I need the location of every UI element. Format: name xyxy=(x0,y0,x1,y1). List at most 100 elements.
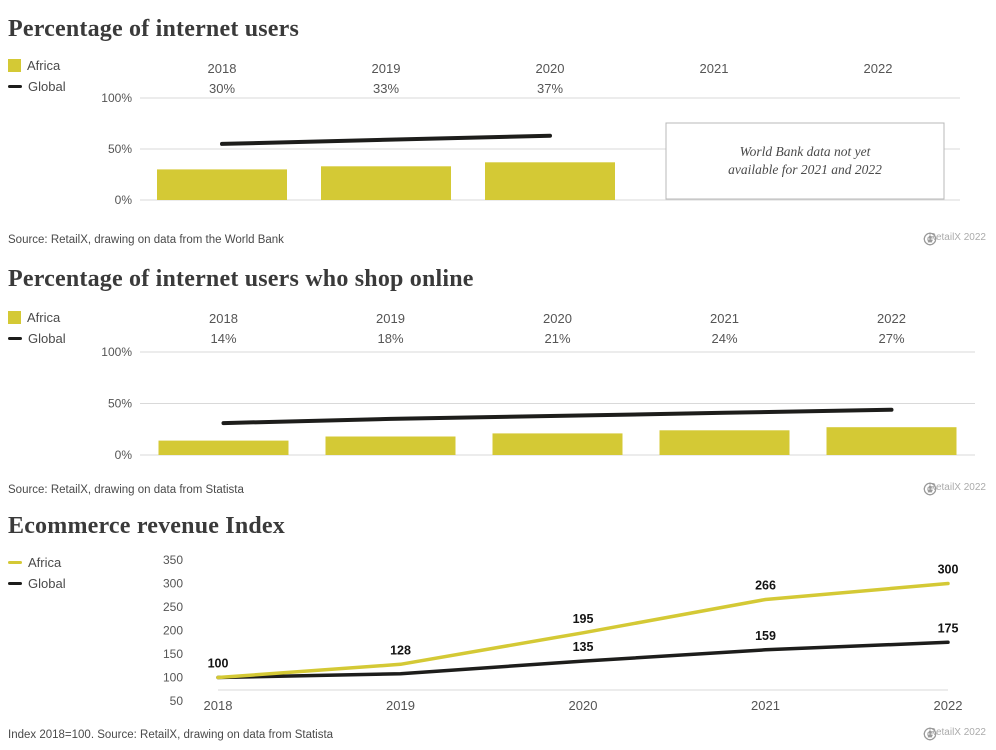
legend-label: Africa xyxy=(27,58,61,73)
year-label: 2019 xyxy=(376,311,405,326)
chart-title: Ecommerce revenue Index xyxy=(8,513,285,539)
annotation-text: World Bank data not yet xyxy=(740,144,872,159)
legend-swatch-africa xyxy=(8,560,22,565)
legend-swatch-africa xyxy=(8,59,21,72)
y-tick-label: 100% xyxy=(101,91,132,105)
x-tick-label: 2019 xyxy=(386,698,415,713)
legend-swatch-global xyxy=(8,336,22,341)
legend-label: Africa xyxy=(28,555,62,570)
point-label: 159 xyxy=(755,629,776,643)
year-label: 2020 xyxy=(536,61,565,76)
value-label: 27% xyxy=(878,331,904,346)
source-note: Source: RetailX, drawing on data from th… xyxy=(8,234,284,246)
x-tick-label: 2021 xyxy=(751,698,780,713)
license-label: RetailX 2022 xyxy=(928,727,986,738)
y-tick-label: 50% xyxy=(108,142,132,156)
source-note: Source: RetailX, drawing on data from St… xyxy=(8,484,244,496)
value-label: 18% xyxy=(377,331,403,346)
legend-label: Global xyxy=(28,576,66,591)
year-label: 2018 xyxy=(208,61,237,76)
license-badge: cc RetailX 2022 xyxy=(923,482,986,496)
point-label: 100 xyxy=(208,657,229,671)
value-label: 24% xyxy=(711,331,737,346)
section-shop-online: Percentage of internet users who shop on… xyxy=(0,258,996,505)
legend-item-africa: Africa xyxy=(8,310,66,325)
section-ecommerce-revenue-index: Ecommerce revenue Index Africa Global 50 1… xyxy=(0,505,996,750)
license-label: RetailX 2022 xyxy=(928,232,986,243)
legend-item-global: Global xyxy=(8,79,66,94)
y-tick-label: 50% xyxy=(108,397,132,411)
license-badge: cc RetailX 2022 xyxy=(923,232,986,246)
y-tick-label: 0% xyxy=(115,448,133,462)
y-tick-label: 0% xyxy=(115,193,133,207)
global-line xyxy=(216,640,950,680)
year-label: 2021 xyxy=(700,61,729,76)
y-tick-label: 300 xyxy=(163,577,183,591)
chart-title: Percentage of internet users who shop on… xyxy=(8,266,474,292)
africa-bar xyxy=(157,169,287,200)
chart-legend: Africa Global xyxy=(8,310,66,352)
legend-label: Africa xyxy=(27,310,61,325)
africa-bar xyxy=(485,162,615,200)
legend-item-africa: Africa xyxy=(8,555,66,570)
value-label: 30% xyxy=(209,81,235,96)
nd-icon xyxy=(923,482,936,496)
legend-swatch-global xyxy=(8,581,22,586)
source-note: Index 2018=100. Source: RetailX, drawing… xyxy=(8,729,334,741)
license-badge: cc RetailX 2022 xyxy=(923,727,986,741)
revenue-index-chart: 50 100 150 200 250 300 350 2018 2019 2020 2021 2022… xyxy=(163,553,963,713)
value-label: 21% xyxy=(544,331,570,346)
y-tick-label: 100% xyxy=(101,345,132,359)
year-label: 2018 xyxy=(209,311,238,326)
point-label: 195 xyxy=(573,612,594,626)
point-label: 175 xyxy=(938,621,959,635)
y-tick-label: 50 xyxy=(170,694,184,708)
legend-label: Global xyxy=(28,331,66,346)
point-label: 128 xyxy=(390,643,411,657)
africa-bar xyxy=(826,427,957,455)
legend-item-africa: Africa xyxy=(8,58,66,73)
year-label: 2020 xyxy=(543,311,572,326)
global-line xyxy=(220,133,552,146)
chart-legend: Africa Global xyxy=(8,555,66,597)
point-label: 300 xyxy=(938,563,959,577)
africa-bar xyxy=(321,166,451,200)
year-label: 2021 xyxy=(710,311,739,326)
year-label: 2019 xyxy=(372,61,401,76)
y-tick-label: 350 xyxy=(163,553,183,567)
nd-icon xyxy=(923,727,936,741)
africa-line xyxy=(216,581,950,680)
section-internet-users: Percentage of internet users Africa Globa… xyxy=(0,0,996,258)
y-tick-label: 150 xyxy=(163,647,183,661)
annotation-text: available for 2021 and 2022 xyxy=(728,162,882,177)
nd-icon xyxy=(923,232,936,246)
value-label: 14% xyxy=(210,331,236,346)
legend-swatch-global xyxy=(8,84,22,89)
point-label: 266 xyxy=(755,578,776,592)
x-tick-label: 2018 xyxy=(204,698,233,713)
africa-bar xyxy=(659,430,790,455)
point-label: 135 xyxy=(573,640,594,654)
x-tick-label: 2020 xyxy=(569,698,598,713)
legend-label: Global xyxy=(28,79,66,94)
global-line xyxy=(221,407,894,426)
year-label: 2022 xyxy=(864,61,893,76)
value-label: 37% xyxy=(537,81,563,96)
y-tick-label: 200 xyxy=(163,624,183,638)
year-label: 2022 xyxy=(877,311,906,326)
y-tick-label: 250 xyxy=(163,600,183,614)
legend-item-global: Global xyxy=(8,576,66,591)
x-tick-label: 2022 xyxy=(934,698,963,713)
y-tick-label: 100 xyxy=(163,671,183,685)
chart-legend: Africa Global xyxy=(8,58,66,100)
africa-bar xyxy=(158,440,289,455)
legend-item-global: Global xyxy=(8,331,66,346)
value-label: 33% xyxy=(373,81,399,96)
africa-bar xyxy=(325,436,456,455)
chart-title: Percentage of internet users xyxy=(8,16,300,42)
shop-online-chart: 0% 50% 100% 2018 2019 2020 2021 2022 14% 18% 21% 24… xyxy=(101,311,975,462)
legend-swatch-africa xyxy=(8,311,21,324)
license-label: RetailX 2022 xyxy=(928,482,986,493)
internet-users-chart: 0% 50% 100% 2018 2019 2020 2021 2022 30% 33% 37% Wo… xyxy=(101,61,960,207)
